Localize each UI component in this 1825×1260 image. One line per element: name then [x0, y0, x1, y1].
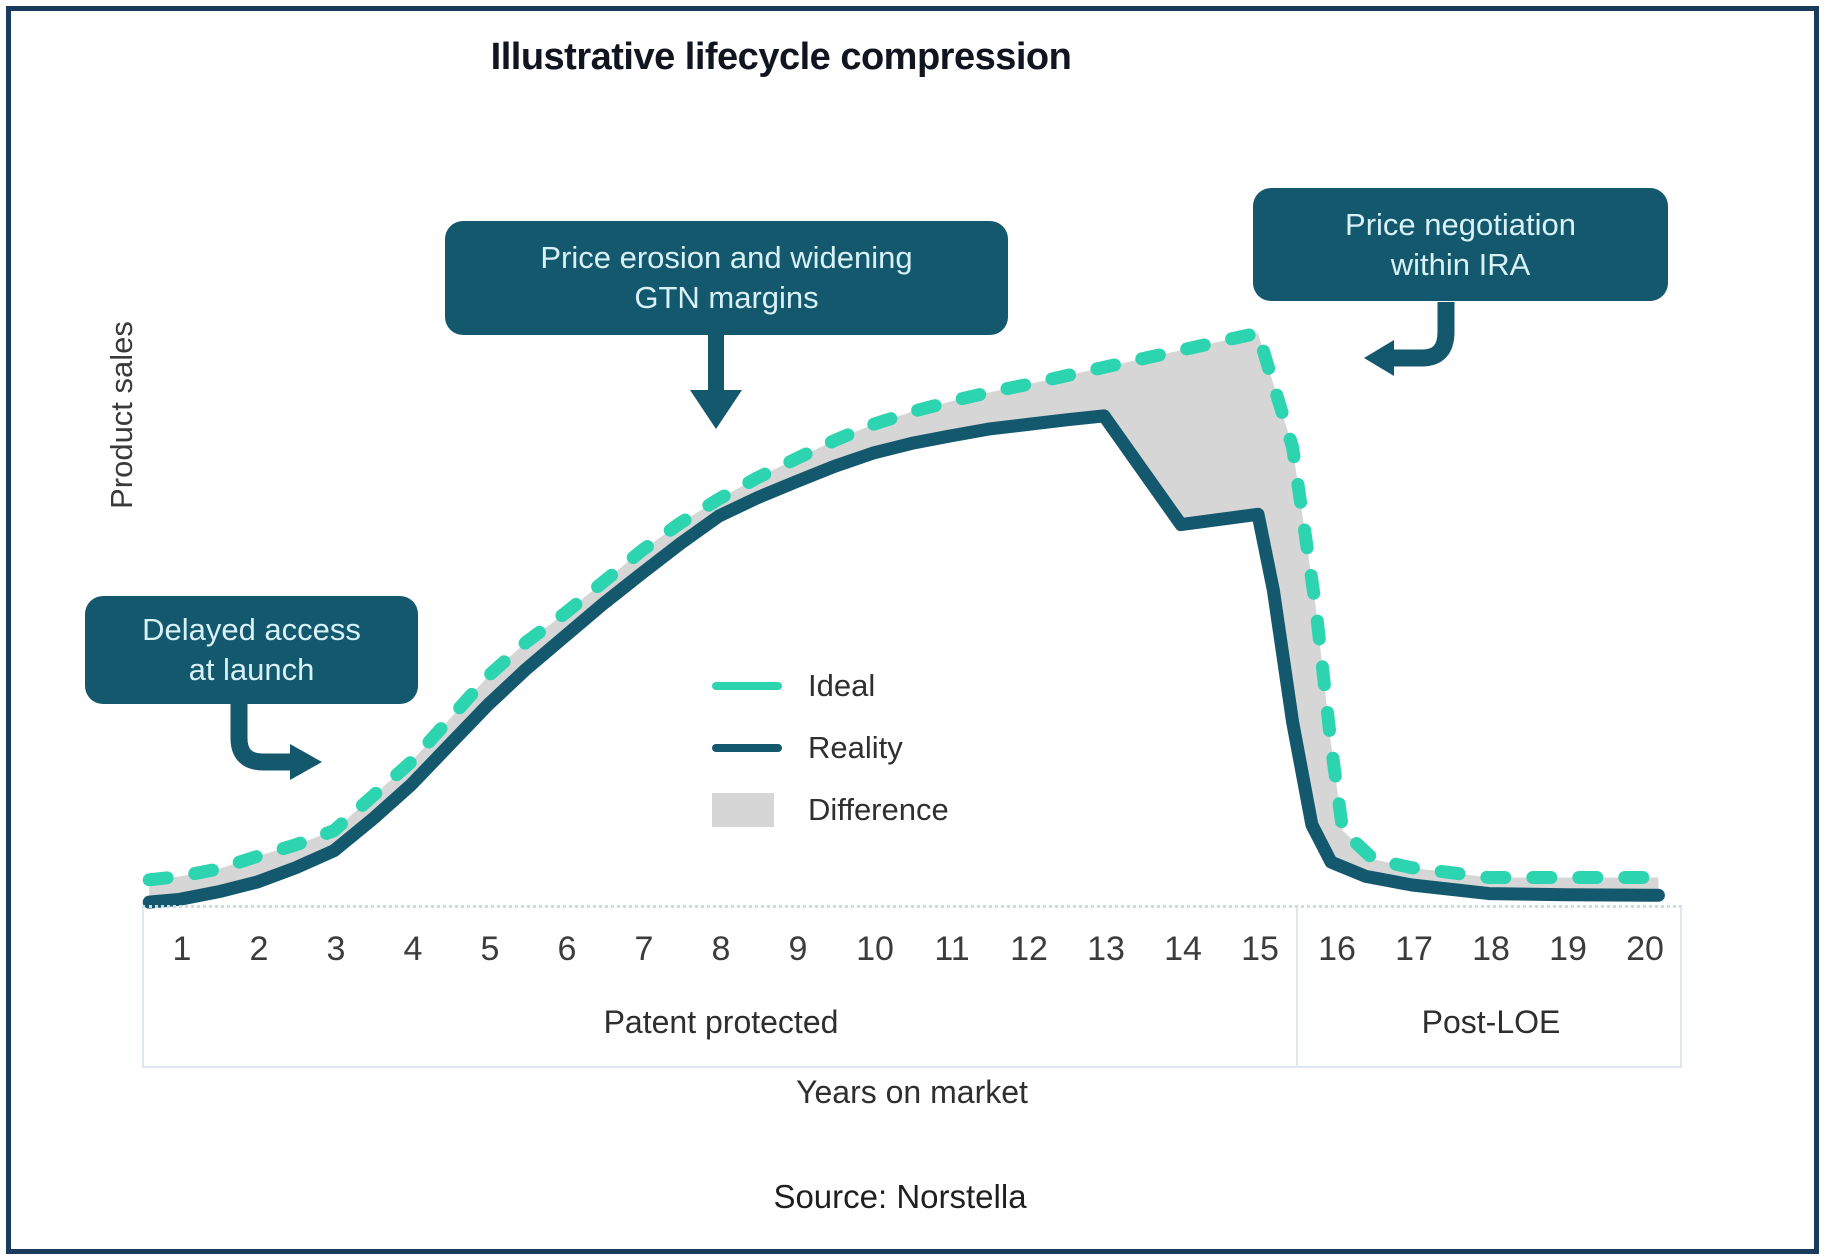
section-label-patent-protected: Patent protected [603, 1004, 839, 1040]
x-tick-14: 14 [1164, 930, 1202, 968]
legend-item-difference: Difference [712, 788, 949, 832]
legend-label-reality: Reality [808, 730, 903, 765]
x-tick-1: 1 [172, 930, 192, 968]
x-tick-17: 17 [1395, 930, 1433, 968]
y-axis-label: Product sales [104, 321, 139, 509]
legend-label-ideal: Ideal [808, 668, 876, 703]
x-tick-5: 5 [480, 930, 500, 968]
legend-label-difference: Difference [808, 792, 949, 827]
source-note: Source: Norstella [773, 1178, 1027, 1215]
callout-price-erosion: Price erosion and widening GTN margins [445, 221, 1008, 335]
x-tick-9: 9 [788, 930, 808, 968]
reality-line-swatch-icon [712, 744, 782, 752]
difference-area-swatch-icon [712, 793, 782, 827]
chart-title: Illustrative lifecycle compression [490, 36, 1072, 78]
section-label-post-loe: Post-LOE [1421, 1004, 1561, 1040]
callout-price-erosion-text: Price erosion and widening GTN margins [540, 240, 913, 315]
x-tick-20: 20 [1626, 930, 1664, 968]
difference-area [149, 333, 1659, 903]
ideal-line [142, 326, 1665, 887]
x-tick-19: 19 [1549, 930, 1587, 968]
x-tick-11: 11 [934, 930, 970, 968]
x-tick-2: 2 [249, 930, 269, 968]
curved-arrow-right-icon [230, 700, 322, 780]
x-tick-6: 6 [557, 930, 577, 968]
x-tick-15: 15 [1241, 930, 1279, 968]
legend-item-reality: Reality [712, 726, 949, 770]
reality-line [142, 409, 1665, 909]
legend: Ideal Reality Difference [712, 664, 949, 832]
x-tick-18: 18 [1472, 930, 1510, 968]
x-tick-8: 8 [711, 930, 731, 968]
x-tick-10: 10 [856, 930, 894, 968]
curved-arrow-left-icon [1364, 302, 1455, 376]
callout-price-negotiation: Price negotiation within IRA [1253, 188, 1668, 301]
legend-item-ideal: Ideal [712, 664, 949, 708]
x-axis-label: Years on market [796, 1074, 1028, 1110]
callout-price-negotiation-text: Price negotiation within IRA [1345, 206, 1576, 282]
callout-delayed-access: Delayed access at launch [85, 596, 418, 704]
x-tick-7: 7 [634, 930, 654, 968]
ideal-line-swatch-icon [712, 682, 782, 690]
callout-delayed-access-text: Delayed access at launch [142, 612, 361, 687]
x-tick-13: 13 [1087, 930, 1125, 968]
x-tick-16: 16 [1318, 930, 1356, 968]
x-tick-4: 4 [403, 930, 423, 968]
x-tick-12: 12 [1010, 930, 1048, 968]
x-tick-3: 3 [326, 930, 346, 968]
down-arrow-icon [690, 333, 742, 429]
axis-section-divider [1296, 908, 1298, 1066]
x-axis-band: 1 2 3 4 5 6 7 8 9 10 11 12 13 14 15 16 17 18 19 20 Patent p… [142, 905, 1682, 1068]
